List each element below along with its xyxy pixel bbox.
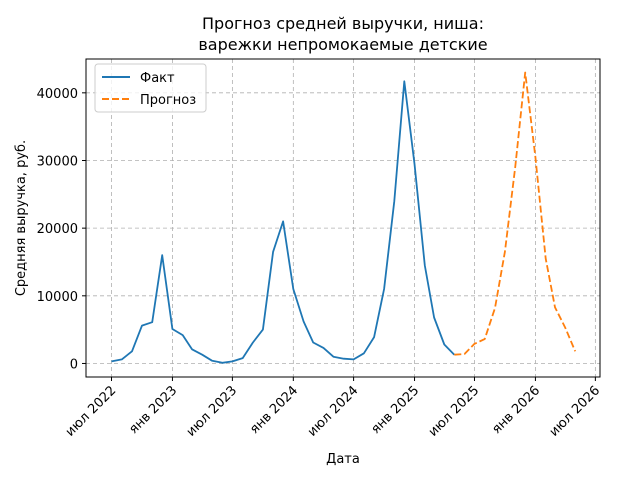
x-axis-label: Дата xyxy=(326,452,360,467)
y-tick-label: 0 xyxy=(70,357,78,372)
x-tick-label: июл 2023 xyxy=(184,383,241,440)
series-line-1 xyxy=(454,71,577,356)
y-tick-label: 30000 xyxy=(37,154,78,169)
series-layer xyxy=(111,71,577,364)
x-tick-label: янв 2025 xyxy=(368,383,422,437)
y-axis-label: Средняя выручка, руб. xyxy=(14,140,29,296)
x-tick-label: янв 2024 xyxy=(247,383,301,437)
y-tick-label: 40000 xyxy=(37,87,78,102)
grid xyxy=(86,59,600,377)
x-ticks: июл 2022 янв 2023 июл 2023 янв 2024 июл 2024… xyxy=(63,377,603,440)
legend-label-fact: Факт xyxy=(140,71,175,86)
x-tick-label: июл 2026 xyxy=(547,383,604,440)
x-tick-label: июл 2024 xyxy=(305,383,362,440)
series-line-0 xyxy=(111,80,455,364)
x-tick-label: янв 2026 xyxy=(489,383,543,437)
x-tick-label: июл 2025 xyxy=(426,383,483,440)
chart-title-line2: варежки непромокаемые детские xyxy=(198,35,487,54)
x-tick-label: янв 2023 xyxy=(126,383,180,437)
legend-label-forecast: Прогноз xyxy=(140,93,196,108)
y-ticks: 0 10000 20000 30000 40000 xyxy=(37,87,86,372)
legend: Факт Прогноз xyxy=(94,63,207,113)
chart-title-line1: Прогноз средней выручки, ниша: xyxy=(202,14,484,33)
plot-frame xyxy=(85,58,601,378)
y-tick-label: 10000 xyxy=(37,290,78,305)
y-tick-label: 20000 xyxy=(37,222,78,237)
x-tick-label: июл 2022 xyxy=(63,383,120,440)
